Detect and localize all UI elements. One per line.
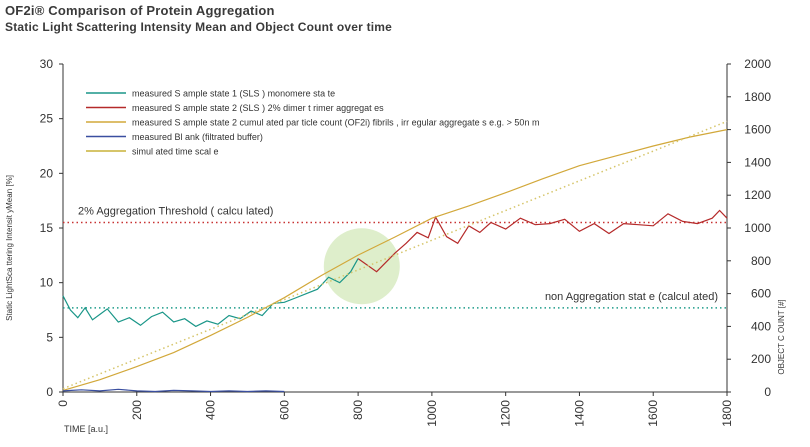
x-tick-label: 800 <box>351 400 365 420</box>
x-tick-label: 600 <box>277 400 291 420</box>
y-right-tick-label: 400 <box>751 319 771 333</box>
x-axis-label: TIME [a.u.] <box>64 424 108 434</box>
legend-label: measured Bl ank (filtrated buffer) <box>132 132 263 142</box>
chart-title: OF2i® Comparison of Protein Aggregation <box>5 3 275 18</box>
y-left-tick-label: 0 <box>46 385 53 399</box>
x-tick-label: 1600 <box>646 400 660 427</box>
x-tick-label: 200 <box>130 400 144 420</box>
y-right-tick-label: 1200 <box>744 188 771 202</box>
threshold-label: 2% Aggregation Threshold ( calcu lated) <box>78 206 273 218</box>
series-line <box>62 388 285 393</box>
legend-label: simul ated time scal e <box>132 147 219 157</box>
series-line <box>62 129 728 391</box>
x-tick-label: 1000 <box>425 400 439 427</box>
y-left-tick-label: 20 <box>40 166 54 180</box>
x-tick-label: 1400 <box>572 400 586 427</box>
y-axis-label-right: OBJECT C OUNT [#] <box>777 299 786 374</box>
legend-label: measured S ample state 1 (SLS ) monomere… <box>132 89 335 99</box>
y-right-tick-label: 1400 <box>744 155 771 169</box>
y-right-tick-label: 1000 <box>744 221 771 235</box>
x-tick-label: 0 <box>56 400 70 407</box>
highlight-circle <box>323 228 400 305</box>
y-left-tick-label: 25 <box>40 112 54 126</box>
y-left-tick-label: 10 <box>40 276 54 290</box>
y-right-tick-label: 1800 <box>744 90 771 104</box>
y-right-tick-label: 1600 <box>744 123 771 137</box>
threshold-label: non Aggregation stat e (calcul ated) <box>545 291 718 303</box>
y-left-tick-label: 5 <box>46 330 53 344</box>
legend-label: measured S ample state 2 cumul ated par … <box>132 118 539 128</box>
legend-label: measured S ample state 2 (SLS ) 2% dimer… <box>132 103 384 113</box>
series-line <box>357 209 728 273</box>
y-right-tick-label: 2000 <box>744 57 771 71</box>
x-tick-label: 1800 <box>720 400 734 427</box>
y-right-tick-label: 600 <box>751 287 771 301</box>
y-left-tick-label: 15 <box>40 221 54 235</box>
y-right-tick-label: 200 <box>751 352 771 366</box>
y-right-tick-label: 0 <box>764 385 771 399</box>
y-axis-label-left: Static LightSca ttering Intensit yMean [… <box>5 175 14 321</box>
chart-subtitle: Static Light Scattering Intensity Mean a… <box>5 20 393 34</box>
x-tick-label: 400 <box>204 400 218 420</box>
y-left-tick-label: 30 <box>40 57 54 71</box>
y-right-tick-label: 800 <box>751 254 771 268</box>
x-tick-label: 1200 <box>499 400 513 427</box>
series-line <box>62 258 359 328</box>
